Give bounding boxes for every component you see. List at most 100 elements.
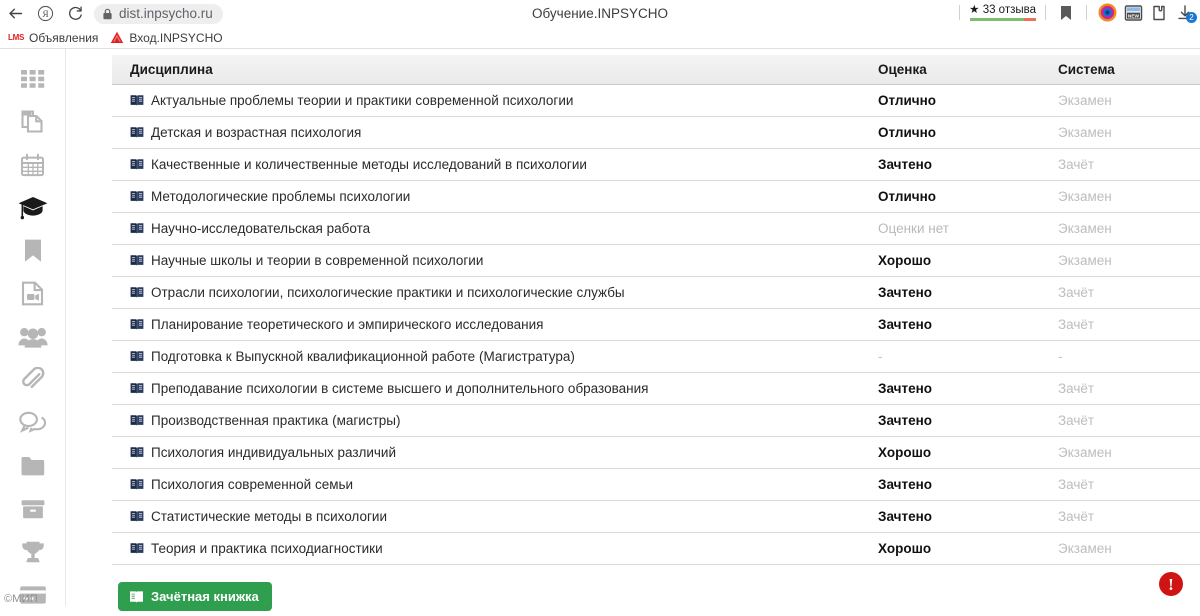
divider [1086, 5, 1087, 20]
bookmark-icon[interactable] [1053, 1, 1079, 25]
book-icon [130, 382, 144, 395]
credit-card-icon [19, 585, 47, 605]
cell-discipline: Методологические проблемы психологии [112, 180, 860, 213]
system-value: Зачёт [1058, 413, 1095, 428]
sidebar-item-payments[interactable] [0, 573, 65, 616]
cell-discipline: Актуальные проблемы теории и практики со… [112, 84, 860, 117]
table-row[interactable]: Детская и возрастная психология Отлично Эк… [112, 116, 1200, 149]
star-icon: ★ [969, 4, 980, 17]
table-row[interactable]: Качественные и количественные методы исс… [112, 148, 1200, 181]
table-row[interactable]: Научно-исследовательская работа Оценки не… [112, 212, 1200, 245]
system-value: Зачёт [1058, 317, 1095, 332]
discipline-link[interactable]: Отрасли психологии, психологические прак… [151, 285, 625, 300]
sidebar-item-archive[interactable] [0, 487, 65, 530]
mark-value: Зачтено [878, 509, 932, 524]
bookmark-item-announcements[interactable]: LMS Объявления [2, 28, 104, 47]
archive-box-icon [20, 498, 46, 520]
cell-mark: Хорошо [860, 436, 1040, 469]
alert-notification-button[interactable]: ! [1159, 572, 1183, 596]
discipline-link[interactable]: Научно-исследовательская работа [151, 221, 371, 236]
sidebar-item-education[interactable] [0, 186, 65, 229]
discipline-link[interactable]: Методологические проблемы психологии [151, 189, 411, 204]
discipline-link[interactable]: Актуальные проблемы теории и практики со… [151, 93, 574, 108]
exclamation-icon: ! [1168, 574, 1174, 594]
table-row[interactable]: Планирование теоретического и эмпирическ… [112, 308, 1200, 341]
address-bar[interactable]: dist.inpsycho.ru [94, 3, 223, 24]
discipline-link[interactable]: Планирование теоретического и эмпирическ… [151, 317, 544, 332]
table-row[interactable]: Производственная практика (магистры) Зачт… [112, 404, 1200, 437]
record-book-button[interactable]: Зачётная книжка [118, 582, 272, 611]
discipline-link[interactable]: Производственная практика (магистры) [151, 413, 401, 428]
system-value: Экзамен [1058, 541, 1112, 556]
sidebar-item-groups[interactable] [0, 315, 65, 358]
sidebar-item-attachments[interactable] [0, 358, 65, 401]
sidebar-item-messages[interactable] [0, 401, 65, 444]
cell-discipline: Планирование теоретического и эмпирическ… [112, 308, 860, 341]
table-row[interactable]: Научные школы и теории в современной пси… [112, 244, 1200, 277]
mark-value: Отлично [878, 125, 937, 140]
discipline-link[interactable]: Подготовка к Выпускной квалификационной … [151, 349, 575, 364]
profile-avatar-icon[interactable] [1094, 1, 1120, 25]
discipline-link[interactable]: Научные школы и теории в современной пси… [151, 253, 484, 268]
mark-value: Зачтено [878, 157, 932, 172]
discipline-link[interactable]: Психология современной семьи [151, 477, 354, 492]
site-reviews-badge[interactable]: ★ 33 отзыва [967, 4, 1038, 21]
discipline-link[interactable]: Теория и практика психодиагностики [151, 541, 383, 556]
yandex-logo-icon[interactable]: Я [30, 2, 60, 26]
table-row[interactable]: Подготовка к Выпускной квалификационной … [112, 340, 1200, 373]
cell-mark: Хорошо [860, 244, 1040, 277]
puzzle-extension-icon[interactable] [1146, 1, 1172, 25]
chat-bubbles-icon [19, 411, 46, 434]
cell-mark: Зачтено [860, 468, 1040, 501]
column-header-system[interactable]: Система [1040, 55, 1200, 85]
discipline-link[interactable]: Преподавание психологии в системе высшег… [151, 381, 649, 396]
discipline-link[interactable]: Статистические методы в психологии [151, 509, 387, 524]
discipline-link[interactable]: Психология индивидуальных различий [151, 445, 396, 460]
cell-mark: Зачтено [860, 148, 1040, 181]
cell-mark: Зачтено [860, 276, 1040, 309]
new-tab-extension-icon[interactable]: NEW [1120, 1, 1146, 25]
table-row[interactable]: Преподавание психологии в системе высшег… [112, 372, 1200, 405]
cell-discipline: Научно-исследовательская работа [112, 212, 860, 245]
bookmark-item-login[interactable]: Вход.INPSYCHO [104, 28, 228, 47]
table-row[interactable]: Психология индивидуальных различий Хорошо… [112, 436, 1200, 469]
table-row[interactable]: Отрасли психологии, психологические прак… [112, 276, 1200, 309]
sidebar-item-files[interactable] [0, 444, 65, 487]
reload-icon[interactable] [60, 2, 90, 26]
back-arrow-icon[interactable] [0, 2, 30, 26]
system-value: Зачёт [1058, 381, 1095, 396]
table-row[interactable]: Методологические проблемы психологии Отли… [112, 180, 1200, 213]
cell-system: Экзамен [1040, 244, 1200, 277]
download-count-badge: 2 [1186, 11, 1197, 23]
grades-table: Дисциплина Оценка Система Актуальные про… [112, 55, 1200, 565]
discipline-link[interactable]: Детская и возрастная психология [151, 125, 362, 140]
book-icon [130, 286, 144, 299]
table-row[interactable]: Статистические методы в психологии Зачтен… [112, 500, 1200, 533]
table-row[interactable]: Актуальные проблемы теории и практики со… [112, 84, 1200, 117]
group-people-icon [17, 326, 48, 348]
sidebar-item-documents[interactable] [0, 100, 65, 143]
column-header-mark[interactable]: Оценка [860, 55, 1040, 85]
discipline-link[interactable]: Качественные и количественные методы исс… [151, 157, 587, 172]
sidebar-item-calendar[interactable] [0, 143, 65, 186]
book-icon [130, 478, 144, 491]
mark-value: Отлично [878, 93, 937, 108]
mark-value: Хорошо [878, 541, 932, 556]
sidebar-item-apps[interactable] [0, 57, 65, 100]
sidebar-item-video[interactable] [0, 272, 65, 315]
system-value: Экзамен [1058, 253, 1112, 268]
sidebar-item-achievements[interactable] [0, 530, 65, 573]
bookmarks-bar: LMS Объявления Вход.INPSYCHO [0, 27, 1200, 49]
sidebar-item-bookmarks[interactable] [0, 229, 65, 272]
cell-mark: Отлично [860, 180, 1040, 213]
divider [1045, 5, 1046, 20]
cell-system: Зачёт [1040, 404, 1200, 437]
table-header-row: Дисциплина Оценка Система [112, 55, 1200, 85]
download-icon[interactable]: 2 [1172, 1, 1198, 25]
mark-value: Хорошо [878, 445, 932, 460]
column-header-discipline[interactable]: Дисциплина [112, 55, 860, 85]
table-row[interactable]: Психология современной семьи Зачтено Зачёт [112, 468, 1200, 501]
review-rating-bar [969, 18, 1036, 21]
folder-icon [20, 455, 46, 477]
table-row[interactable]: Теория и практика психодиагностики Хорошо… [112, 532, 1200, 565]
